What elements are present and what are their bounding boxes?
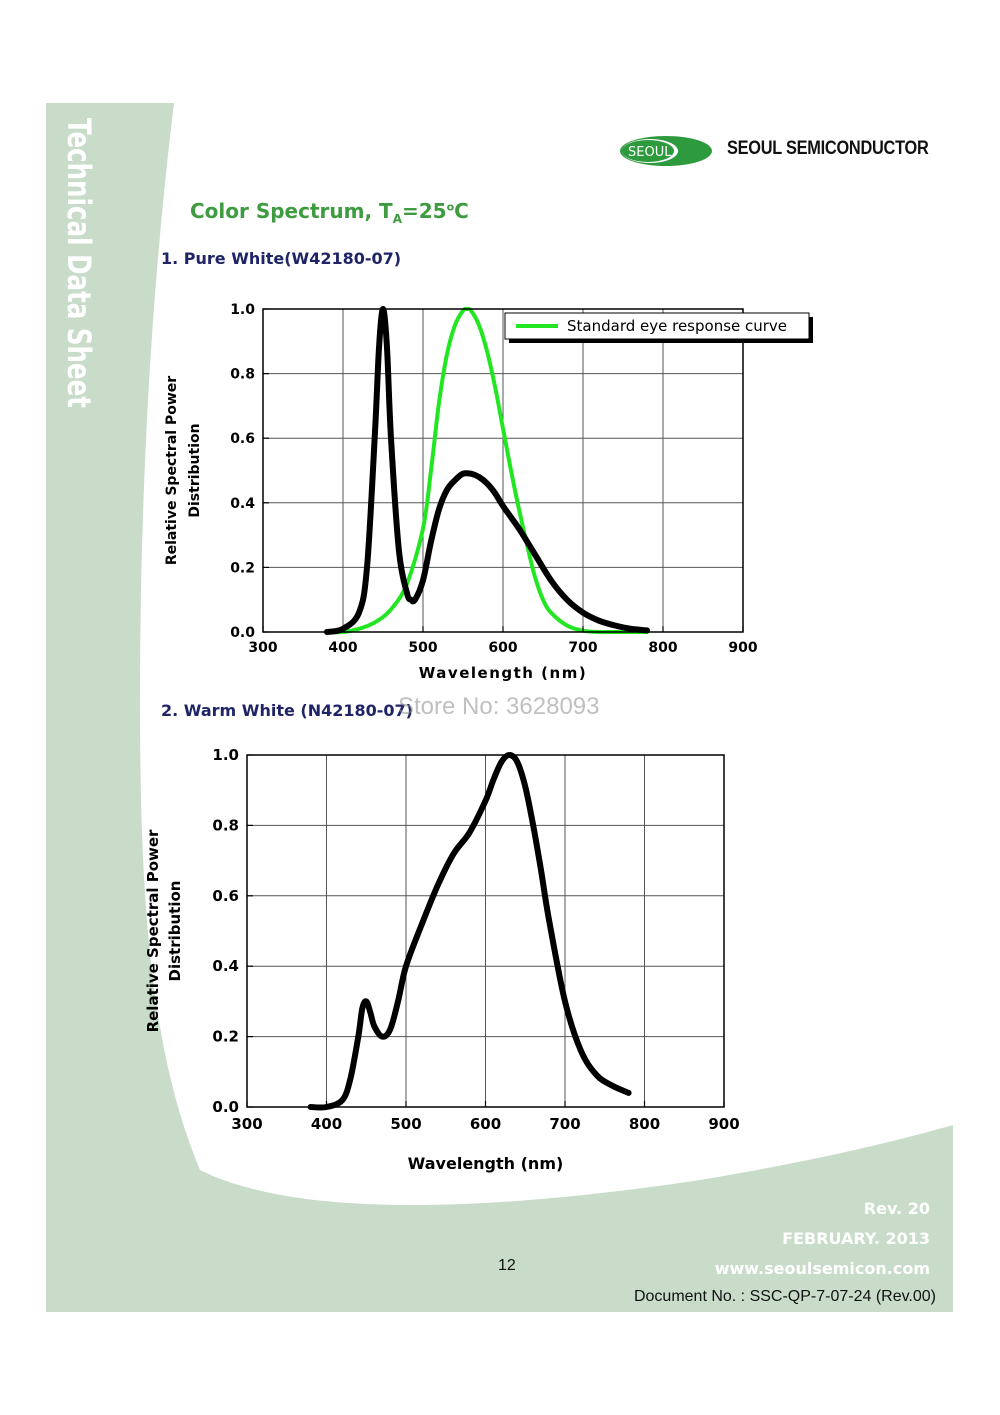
x-tick-label: 700 (568, 640, 597, 656)
legend-entry: Standard eye response curve (567, 317, 787, 335)
x-axis-label: Wavelength (nm) (408, 1154, 564, 1173)
chart-warm-white: 300 400 500 600 700 800 9000.00.20.40.60.81.0 … (144, 746, 740, 1173)
store-watermark: Store No: 3628093 (398, 693, 600, 720)
x-tick-label: 400 (328, 640, 357, 656)
title-superscript: o (446, 200, 455, 214)
y-tick-label: 0.6 (230, 431, 255, 447)
x-tick-label: 700 (549, 1115, 580, 1133)
y-tick-label: 0.0 (230, 625, 255, 641)
y-tick-label: 0.8 (230, 367, 255, 383)
y-tick-label: 0.0 (212, 1098, 239, 1116)
sidebar-title: Technical Data Sheet (60, 118, 98, 408)
side-band (46, 103, 953, 1312)
spectrum-curve (307, 752, 632, 1111)
title-end: C (454, 199, 469, 223)
x-tick-label: 800 (648, 640, 677, 656)
y-tick-label: 0.2 (230, 560, 255, 576)
x-tick-label: 500 (408, 640, 437, 656)
website-link[interactable]: www.seoulsemicon.com (714, 1259, 930, 1278)
y-axis-label-line2: Distribution (187, 423, 203, 517)
title-subscript: A (392, 212, 402, 226)
y-axis-label-line2: Distribution (166, 881, 184, 982)
page-number: 12 (498, 1257, 516, 1274)
x-tick-label: 900 (728, 640, 757, 656)
page-title: Color Spectrum, TA=25oC (190, 199, 469, 226)
y-axis-label-line1: Relative Spectral Power (164, 376, 180, 565)
x-tick-label: 300 (231, 1115, 262, 1133)
x-tick-label: 800 (629, 1115, 660, 1133)
y-axis-label-line1: Relative Spectral Power (144, 829, 162, 1032)
sidebar-title-text: Technical Data Sheet (60, 118, 98, 408)
x-tick-label: 500 (390, 1115, 421, 1133)
chart-pure-white: 300 400 500 600 700 800 9000.00.20.40.60.81.0 … (164, 302, 813, 682)
spectrum-curve (324, 306, 650, 635)
x-tick-label: 400 (311, 1115, 342, 1133)
x-tick-label: 300 (248, 640, 277, 656)
revision: Rev. 20 (863, 1199, 930, 1218)
section-heading-warm-white: 2. Warm White (N42180-07) (161, 701, 413, 720)
brand-logo-text: SEOUL (628, 145, 672, 160)
title-main: Color Spectrum, T (190, 199, 393, 223)
x-tick-label: 600 (488, 640, 517, 656)
x-axis-label: Wavelength (nm) (419, 664, 587, 682)
legend: Standard eye response curve (504, 312, 813, 343)
eye-response-curve (325, 306, 649, 635)
document-number: Document No. : SSC-QP-7-07-24 (Rev.00) (633, 1288, 936, 1305)
section-heading-pure-white: 1. Pure White(W42180-07) (161, 249, 402, 268)
y-tick-label: 1.0 (212, 746, 239, 764)
y-tick-label: 0.8 (212, 816, 239, 834)
revision-date: FEBRUARY. 2013 (782, 1229, 930, 1248)
y-tick-label: 0.2 (212, 1028, 239, 1046)
x-tick-label: 900 (708, 1115, 739, 1133)
brand-name: SEOUL SEMICONDUCTOR (727, 138, 929, 159)
y-tick-label: 0.4 (212, 957, 239, 975)
y-tick-label: 0.4 (230, 496, 255, 512)
y-tick-label: 0.6 (212, 887, 239, 905)
x-tick-label: 600 (470, 1115, 501, 1133)
y-tick-label: 1.0 (230, 302, 255, 318)
brand-logo: SEOUL (620, 136, 712, 166)
title-rest: =25 (401, 199, 447, 223)
